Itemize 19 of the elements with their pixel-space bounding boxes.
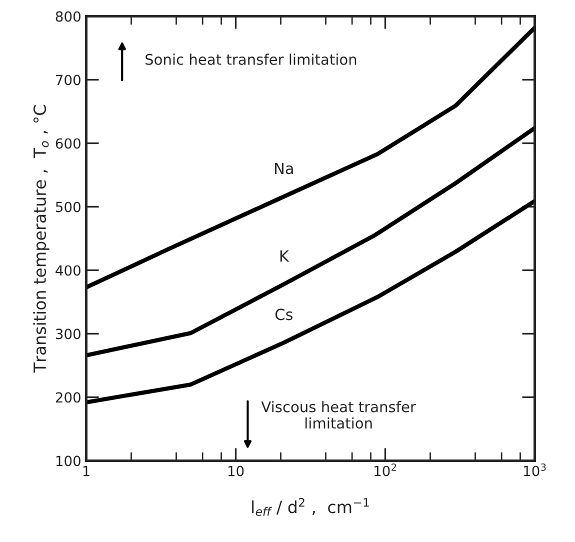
x-tick-label: 10$^{3}$ bbox=[524, 463, 546, 476]
x-tick-label: 1 bbox=[83, 466, 90, 476]
series-label: Cs bbox=[275, 308, 292, 320]
y-tick-label: 200 bbox=[56, 392, 80, 403]
x-axis-title: l$_{eff}$ / d$^{2}$ , cm$^{−1}$ bbox=[252, 498, 369, 516]
x-tick-label: 10 bbox=[228, 466, 244, 476]
annotation: Viscous heat transfer limitation bbox=[261, 401, 416, 429]
y-tick-label: 600 bbox=[56, 138, 80, 149]
annotation: Sonic heat transfer limitation bbox=[146, 54, 356, 65]
x-tick-label: 10$^{2}$ bbox=[374, 463, 396, 476]
y-tick-label: 300 bbox=[56, 328, 80, 340]
series-label: K bbox=[280, 250, 290, 262]
y-axis-title: Transition temperature , T$_{o}$ , °C bbox=[33, 105, 50, 373]
y-tick-label: 700 bbox=[56, 74, 80, 86]
y-tick-label: 800 bbox=[56, 11, 80, 22]
y-tick-label: 400 bbox=[56, 265, 80, 276]
y-tick-label: 100 bbox=[56, 456, 80, 466]
series-label: Na bbox=[275, 162, 293, 174]
y-tick-label: 500 bbox=[56, 202, 80, 212]
